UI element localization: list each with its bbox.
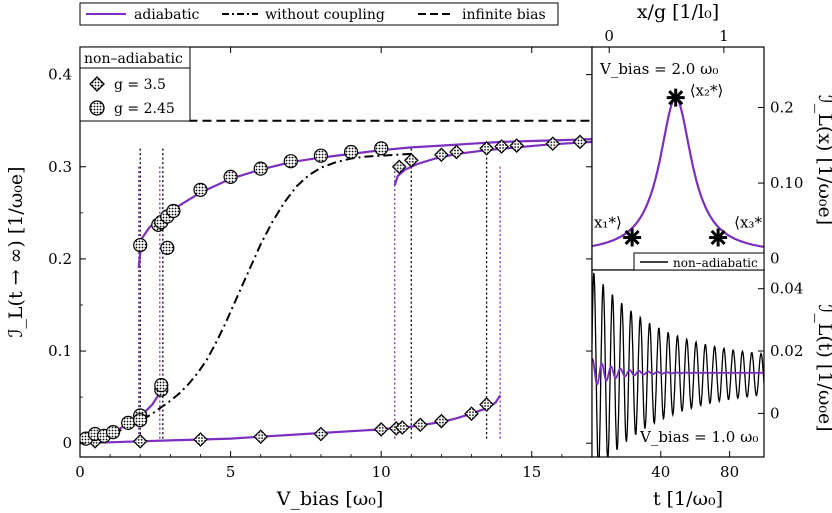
legend-marker-g245 [89,100,105,116]
marker-g35 [572,134,588,150]
adiabatic-g245-upper-curve [137,138,592,269]
marker-g35 [403,152,419,168]
inset-top-star-label-3: ⟨x₃*⟩ [734,213,768,231]
marker-g245 [105,425,121,440]
main-x-tick-label: 15 [522,463,541,481]
inset-top-annotation: V_bias = 2.0 ω₀ [599,60,718,78]
main-x-tick-label: 0 [75,463,85,481]
marker-g35 [394,420,410,435]
marker-g35 [545,136,561,152]
legend-marker-g35 [89,76,105,92]
main-y-tick-label: 0.2 [48,250,72,268]
inset-bottom-adiabatic-curve [592,357,764,386]
marker-g35 [132,433,148,449]
marker-g35 [373,422,389,437]
marker-g35 [434,413,449,429]
marker-g245 [374,141,389,156]
top-legend: adiabatic without coupling infinite bias [79,2,559,26]
inset-bottom-y-tick-label: 0.02 [770,342,803,360]
inset-top-plot: ⟨x₁*⟩ ⟨x₂*⟩ ⟨x₃*⟩ 0 1 0 0.10 0.2 V_bias = 2.0 … [588,1,832,271]
main-y-tick-label: 0.1 [48,342,72,360]
marker-g35 [449,144,464,160]
marker-g35 [412,417,428,433]
marker-g245 [223,169,238,184]
inner-legend-title: non–adiabatic [84,51,183,67]
marker-g245 [154,378,169,393]
marker-g245 [253,161,268,176]
legend-label-g245: g = 2.45 [114,101,175,117]
marker-g35 [253,429,269,445]
marker-g245 [193,182,208,197]
marker-g35 [434,147,449,163]
main-y-tick-label: 0.3 [48,158,72,176]
inset-top-star-label-1: ⟨x₁*⟩ [588,213,622,231]
inset-top-x-tick-label: 0 [604,27,614,45]
marker-g245 [283,154,298,169]
inset-top-x-tick-label: 1 [719,27,729,45]
marker-g35 [464,406,479,422]
marker-g245 [313,148,328,163]
inset-top-y-tick-label: 0.10 [770,174,803,192]
inset-top-star-1 [623,228,642,247]
marker-g35 [509,138,525,153]
main-x-tick-label: 10 [372,463,391,481]
marker-g35 [494,139,509,154]
main-y-tick-label: 0.4 [48,66,72,84]
inset-bottom-x-tick-label: 40 [651,463,670,481]
marker-g35 [313,426,329,442]
inset-top-y-axis-label: ℐ_L(x) [1/ω₀e] [814,95,832,225]
inset-bottom-y-axis-label: ℐ_L(t) [1/ω₀e] [814,304,832,431]
marker-g35 [479,397,494,412]
marker-g245 [133,413,148,428]
marker-g245 [166,203,181,219]
inset-top-y-tick-label: 0.2 [770,98,794,116]
marker-g35 [479,140,494,156]
inset-top-y-tick-label: 0 [770,250,780,268]
inset-bottom-legend: non–adiabatic [633,252,765,271]
marker-g245 [121,415,136,430]
inner-legend: non–adiabatic g = 3.5 g = 2.45 [79,46,191,122]
marker-g245 [344,144,359,160]
marker-g35 [193,432,208,447]
inset-bottom-plot: 40 80 0 0.02 0.04 non–adiabatic V_bias = 1.0… [591,252,832,510]
inset-top-star-2 [666,88,685,107]
inset-top-x-axis-label: x/g [1/l₀] [637,1,719,23]
inset-top-star-3 [709,228,728,247]
legend-label-g35: g = 3.5 [114,77,166,93]
inset-bottom-y-tick-label: 0 [770,404,780,422]
inset-bottom-nonadiabatic-curve [592,272,764,457]
inset-bottom-y-tick-label: 0.04 [770,280,803,298]
main-plot: 0 5 10 15 0 0.1 0.2 0.3 0.4 V_bias [ω₀] ℐ_L(t → … [5,46,593,510]
marker-g245 [133,238,148,253]
legend-label-adiabatic: adiabatic [134,7,200,23]
inset-bottom-annotation: V_bias = 1.0 ω₀ [639,428,758,446]
main-x-axis-label: V_bias [ω₀] [276,488,384,510]
main-y-tick-label: 0 [62,434,72,452]
marker-g35 [391,159,407,175]
inset-bottom-x-tick-label: 80 [720,463,739,481]
main-y-axis-label: ℐ_L(t → ∞) [1/ω₀e] [5,166,27,337]
inset-bottom-legend-label: non–adiabatic [673,256,758,270]
legend-label-without-coupling: without coupling [265,7,385,23]
inset-top-star-label-2: ⟨x₂*⟩ [690,82,724,100]
inset-bottom-x-axis-label: t [1/ω₀] [653,488,723,510]
marker-g245 [160,240,175,255]
legend-label-infinite-bias: infinite bias [462,7,546,23]
without-coupling-curve [88,152,412,442]
main-x-tick-label: 5 [226,463,236,481]
